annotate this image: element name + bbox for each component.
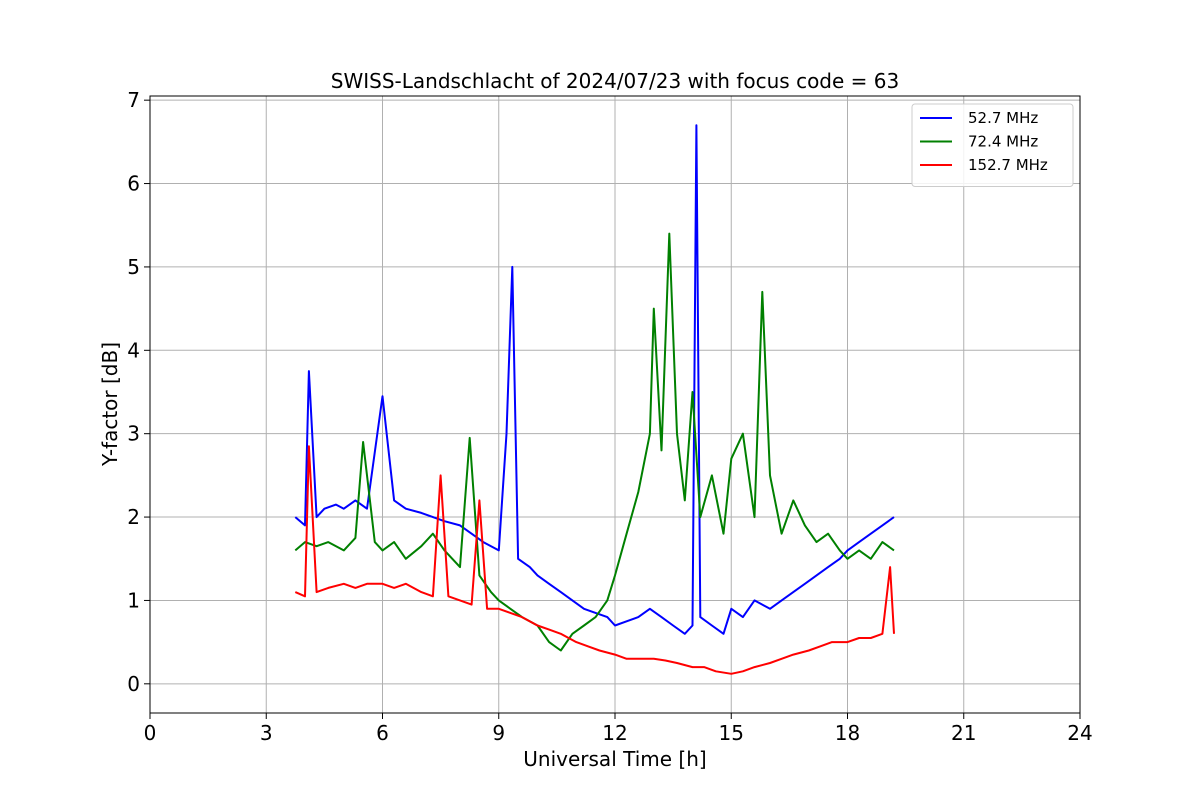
x-tick-label: 18: [835, 721, 860, 745]
x-tick-label: 0: [144, 721, 157, 745]
x-tick-label: 6: [376, 721, 389, 745]
y-tick-label: 2: [127, 505, 140, 529]
x-tick-label: 21: [951, 721, 976, 745]
x-tick-label: 15: [719, 721, 744, 745]
y-tick-label: 7: [127, 88, 140, 112]
series-line-152-7-mhz: [294, 445, 895, 675]
legend: 52.7 MHz 72.4 MHz 152.7 MHz: [911, 103, 1074, 187]
series-line-52-7-mhz: [294, 124, 895, 635]
grid-layer: [149, 96, 1081, 713]
x-tick-label: 12: [602, 721, 627, 745]
legend-label: 152.7 MHz: [968, 156, 1048, 174]
y-tick-label: 0: [127, 672, 140, 696]
y-axis-label: Y-factor [dB]: [98, 342, 122, 467]
series-line-72-4-mhz: [294, 232, 895, 652]
x-tick-label: 3: [260, 721, 273, 745]
legend-label: 72.4 MHz: [968, 133, 1038, 151]
y-tick-label: 1: [127, 588, 140, 612]
legend-box: [911, 103, 1074, 187]
series-layer: [294, 124, 895, 675]
y-tick-label: 3: [127, 422, 140, 446]
chart-title: SWISS-Landschlacht of 2024/07/23 with fo…: [331, 69, 899, 93]
x-tick-label: 9: [492, 721, 505, 745]
y-tick-label: 4: [127, 338, 140, 362]
y-tick-label: 6: [127, 172, 140, 196]
x-tick-label: 24: [1067, 721, 1092, 745]
y-tick-label: 5: [127, 255, 140, 279]
x-axis-label: Universal Time [h]: [523, 747, 706, 771]
legend-label: 52.7 MHz: [968, 109, 1038, 127]
